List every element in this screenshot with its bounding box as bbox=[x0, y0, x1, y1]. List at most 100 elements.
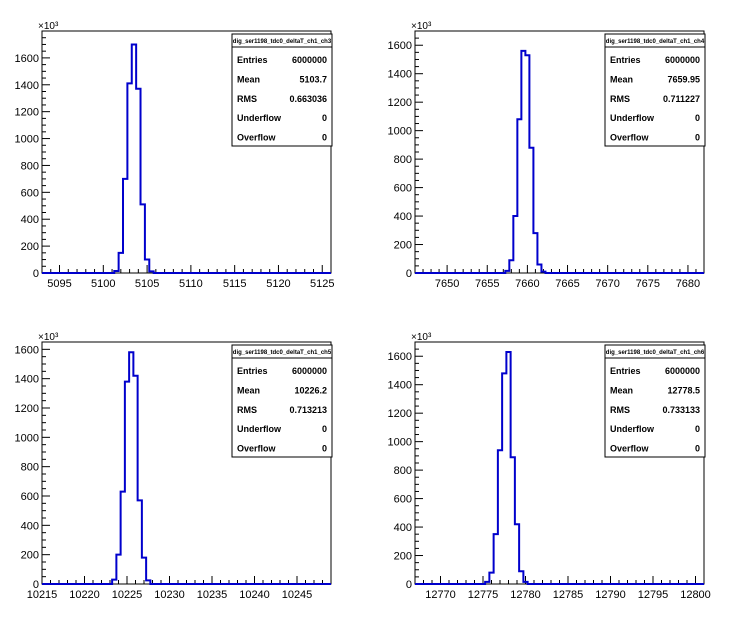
y-tick-label: 0 bbox=[406, 579, 412, 591]
stats-value: 0 bbox=[695, 444, 700, 454]
y-tick-label: 0 bbox=[33, 268, 39, 280]
y-tick-label: 1000 bbox=[15, 134, 39, 146]
stats-value: 6000000 bbox=[292, 55, 327, 65]
x-tick-label: 5115 bbox=[223, 278, 247, 290]
stats-value: 10226.2 bbox=[294, 385, 327, 395]
y-tick-label: 600 bbox=[394, 494, 412, 506]
y-tick-label: 200 bbox=[394, 240, 412, 252]
y-tick-label: 400 bbox=[21, 214, 39, 226]
stats-label: Underflow bbox=[610, 424, 655, 434]
histogram-pad: 0 200 400 600 800 1000 1200 1400 1600 7650 7655 766… bbox=[388, 21, 706, 290]
x-tick-label: 10215 bbox=[27, 589, 58, 601]
y-tick-label: 1400 bbox=[15, 374, 39, 386]
x-tick-label: 7680 bbox=[676, 278, 700, 290]
stats-value: 0 bbox=[695, 113, 700, 123]
histogram-pad: 0 200 400 600 800 1000 1200 1400 1600 12770 12775 1… bbox=[388, 332, 711, 601]
x-tick-label: 12800 bbox=[680, 589, 711, 601]
x-tick-label: 5100 bbox=[91, 278, 115, 290]
stats-value: 5103.7 bbox=[299, 74, 327, 84]
y-tick-label: 800 bbox=[21, 462, 39, 474]
histogram-outline bbox=[42, 351, 331, 585]
stats-value: 7659.95 bbox=[667, 74, 700, 84]
stats-value: 6000000 bbox=[665, 55, 700, 65]
stats-title: dig_ser1198_tdc0_deltaT_ch1_ch5 bbox=[233, 350, 332, 356]
x-tick-label: 5120 bbox=[266, 278, 290, 290]
y-tick-label: 800 bbox=[21, 160, 39, 172]
y-tick-label: 200 bbox=[21, 241, 39, 253]
x-tick-label: 10240 bbox=[239, 589, 270, 601]
x-tick-label: 12770 bbox=[425, 589, 456, 601]
y-tick-label: 600 bbox=[21, 491, 39, 503]
stats-label: Overflow bbox=[237, 444, 277, 454]
y-tick-label: 0 bbox=[406, 268, 412, 280]
y-exponent-label: ×10³ bbox=[411, 21, 432, 32]
y-tick-label: 1400 bbox=[388, 380, 412, 392]
stats-value: 0.713213 bbox=[289, 405, 327, 415]
x-tick-label: 10235 bbox=[197, 589, 228, 601]
y-exponent-label: ×10³ bbox=[411, 332, 432, 343]
x-tick-label: 10230 bbox=[154, 589, 185, 601]
stats-box bbox=[231, 33, 333, 147]
histogram-outline bbox=[415, 49, 704, 274]
stats-label: Overflow bbox=[610, 444, 650, 454]
y-tick-label: 1400 bbox=[388, 69, 412, 81]
y-tick-label: 1200 bbox=[15, 403, 39, 415]
x-tick-label: 5105 bbox=[135, 278, 159, 290]
y-tick-label: 1600 bbox=[15, 344, 39, 356]
stats-label: RMS bbox=[237, 405, 257, 415]
y-tick-label: 400 bbox=[394, 211, 412, 223]
histogram-outline bbox=[415, 350, 704, 585]
stats-label: Entries bbox=[237, 366, 268, 376]
stats-label: Entries bbox=[610, 366, 641, 376]
stats-label: Entries bbox=[610, 55, 641, 65]
stats-value: 0.733133 bbox=[662, 405, 700, 415]
x-tick-label: 5095 bbox=[47, 278, 71, 290]
stats-label: Mean bbox=[610, 74, 633, 84]
x-tick-label: 7660 bbox=[515, 278, 539, 290]
x-tick-label: 12785 bbox=[553, 589, 584, 601]
stats-value: 6000000 bbox=[292, 366, 327, 376]
stats-label: Overflow bbox=[237, 133, 277, 143]
y-tick-label: 200 bbox=[21, 550, 39, 562]
stats-value: 0 bbox=[695, 133, 700, 143]
x-tick-label: 7650 bbox=[435, 278, 459, 290]
y-tick-label: 400 bbox=[394, 522, 412, 534]
y-tick-label: 1600 bbox=[388, 351, 412, 363]
stats-label: Overflow bbox=[610, 133, 650, 143]
x-tick-label: 7675 bbox=[636, 278, 660, 290]
stats-title: dig_ser1198_tdc0_deltaT_ch1_ch3 bbox=[233, 39, 332, 45]
y-tick-label: 1200 bbox=[388, 408, 412, 420]
histogram-pad: 0 200 400 600 800 1000 1200 1400 1600 10215 10220 1… bbox=[15, 332, 333, 601]
x-tick-label: 5125 bbox=[310, 278, 334, 290]
stats-value: 0 bbox=[322, 444, 327, 454]
x-tick-label: 10225 bbox=[112, 589, 143, 601]
y-tick-label: 1600 bbox=[388, 40, 412, 52]
stats-label: Underflow bbox=[610, 113, 655, 123]
stats-label: RMS bbox=[237, 94, 257, 104]
y-exponent-label: ×10³ bbox=[38, 21, 59, 32]
y-tick-label: 800 bbox=[394, 154, 412, 166]
y-tick-label: 1000 bbox=[15, 432, 39, 444]
y-tick-label: 1200 bbox=[388, 97, 412, 109]
stats-box bbox=[604, 344, 706, 458]
stats-value: 0 bbox=[695, 424, 700, 434]
x-tick-label: 7670 bbox=[595, 278, 619, 290]
y-tick-label: 1000 bbox=[388, 437, 412, 449]
stats-label: Underflow bbox=[237, 113, 282, 123]
stats-title: dig_ser1198_tdc0_deltaT_ch1_ch6 bbox=[606, 350, 705, 356]
stats-label: Mean bbox=[237, 74, 260, 84]
y-tick-label: 600 bbox=[21, 187, 39, 199]
stats-value: 0.711227 bbox=[663, 94, 700, 104]
y-tick-label: 200 bbox=[394, 551, 412, 563]
y-tick-label: 1000 bbox=[388, 126, 412, 138]
stats-value: 0 bbox=[322, 133, 327, 143]
stats-title: dig_ser1198_tdc0_deltaT_ch1_ch4 bbox=[606, 39, 705, 45]
x-tick-label: 10245 bbox=[282, 589, 313, 601]
stats-label: Underflow bbox=[237, 424, 282, 434]
y-tick-label: 1600 bbox=[15, 53, 39, 65]
stats-label: RMS bbox=[610, 405, 630, 415]
y-tick-label: 0 bbox=[33, 579, 39, 591]
stats-value: 0 bbox=[322, 113, 327, 123]
stats-box bbox=[604, 33, 706, 147]
